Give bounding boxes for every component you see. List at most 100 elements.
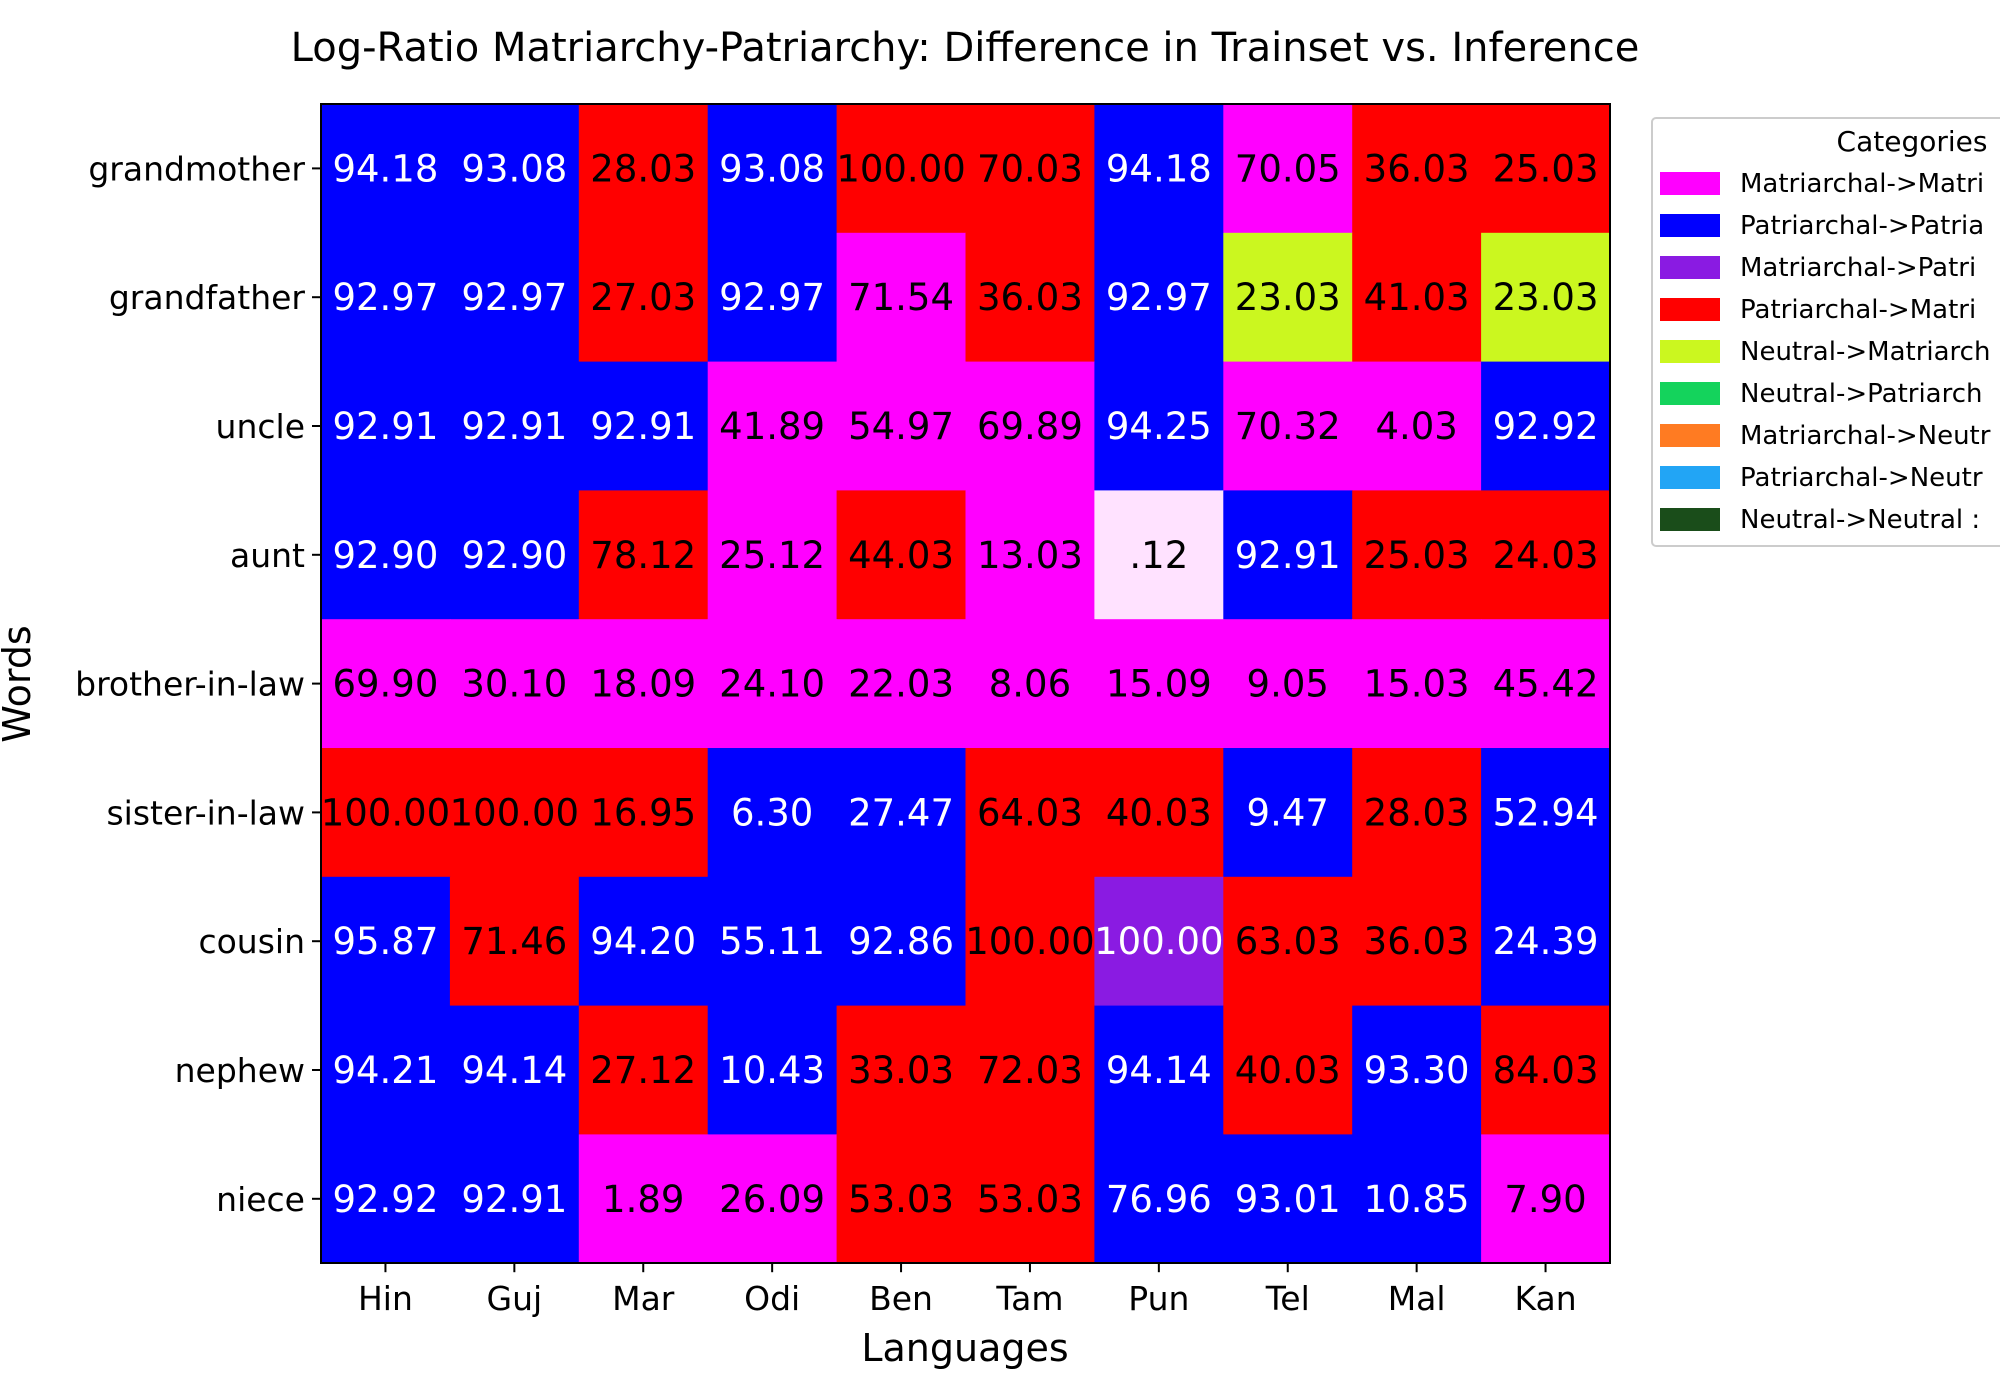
heatmap-cell bbox=[707, 232, 838, 363]
heatmap-cell bbox=[965, 619, 1095, 749]
cell-value-label: 92.91 bbox=[590, 405, 696, 448]
cell-value-label: 76.96 bbox=[1106, 1178, 1212, 1221]
heatmap-cell bbox=[578, 1134, 709, 1264]
cell-value-label: 24.39 bbox=[1493, 920, 1599, 963]
legend-entry-label: Patriarchal->Patria bbox=[1740, 211, 1984, 241]
y-axis: grandmother grandfather uncle aunt brother-i… bbox=[75, 149, 321, 1219]
legend-entry-label: Matriarchal->Patri bbox=[1740, 253, 1976, 283]
heatmap-cell bbox=[578, 490, 709, 620]
cell-value-label: 23.03 bbox=[1493, 276, 1599, 319]
cell-value-label: 15.03 bbox=[1364, 663, 1470, 706]
y-axis-label: Words bbox=[0, 625, 39, 742]
heatmap-cell bbox=[321, 490, 451, 620]
cell-value-label: 92.91 bbox=[461, 405, 567, 448]
cell-value-label: 41.89 bbox=[719, 405, 825, 448]
cell-value-label: 44.03 bbox=[848, 534, 954, 577]
heatmap-cell bbox=[1094, 232, 1224, 363]
cell-value-label: 92.97 bbox=[332, 276, 438, 319]
heatmap-cell bbox=[1352, 876, 1482, 1007]
cell-value-label: 10.85 bbox=[1364, 1178, 1470, 1221]
heatmap-cell bbox=[578, 1005, 709, 1135]
heatmap-cell bbox=[578, 232, 709, 363]
cell-value-label: 4.03 bbox=[1375, 405, 1457, 448]
cell-value-label: 100.00 bbox=[321, 791, 450, 834]
heatmap-cell bbox=[836, 361, 967, 491]
heatmap-cell bbox=[578, 104, 709, 234]
heatmap-cell bbox=[836, 232, 967, 363]
cell-value-label: 54.97 bbox=[848, 405, 954, 448]
heatmap-cell bbox=[578, 619, 709, 749]
cell-value-label: 71.54 bbox=[848, 276, 954, 319]
heatmap-cell bbox=[707, 1005, 838, 1135]
heatmap-cell bbox=[1352, 619, 1482, 749]
heatmap-cell bbox=[578, 748, 709, 878]
cell-value-label: 53.03 bbox=[848, 1178, 954, 1221]
legend-entry-label: Neutral->Matriarch bbox=[1740, 337, 1990, 367]
heatmap-cells: 94.18 93.08 28.03 93.08 100.00 70.03 94.18 70.0… bbox=[321, 104, 1611, 1264]
heatmap-cell bbox=[1223, 619, 1353, 749]
y-tick-label: uncle bbox=[216, 407, 305, 446]
heatmap-cell bbox=[321, 1005, 451, 1135]
heatmap-cell bbox=[836, 619, 967, 749]
cell-value-label: 16.95 bbox=[590, 791, 696, 834]
heatmap-cell bbox=[449, 876, 580, 1007]
legend-swatch bbox=[1660, 298, 1720, 321]
cell-value-label: 8.06 bbox=[989, 663, 1071, 706]
cell-value-label: 24.03 bbox=[1493, 534, 1599, 577]
heatmap-cell bbox=[836, 876, 967, 1007]
x-tick-label: Pun bbox=[1128, 1279, 1189, 1318]
heatmap-cell bbox=[449, 1005, 580, 1135]
heatmap-cell bbox=[1481, 748, 1611, 878]
cell-value-label: 92.91 bbox=[332, 405, 438, 448]
heatmap-cell bbox=[321, 619, 451, 749]
legend-swatch bbox=[1660, 172, 1720, 195]
heatmap-cell bbox=[1094, 748, 1224, 878]
y-tick-label: grandmother bbox=[88, 149, 305, 188]
cell-value-label: 78.12 bbox=[590, 534, 696, 577]
cell-value-label: 92.97 bbox=[461, 276, 567, 319]
cell-value-label: 94.21 bbox=[332, 1049, 438, 1092]
legend-entry-label: Patriarchal->Neutr bbox=[1740, 463, 1983, 493]
legend-entry-label: Patriarchal->Matri bbox=[1740, 295, 1976, 325]
cell-value-label: 22.03 bbox=[848, 663, 954, 706]
heatmap-cell bbox=[965, 232, 1095, 363]
heatmap-cell bbox=[707, 104, 838, 234]
cell-value-label: 30.10 bbox=[461, 663, 567, 706]
heatmap-cell bbox=[1223, 104, 1353, 234]
heatmap-cell bbox=[1481, 1134, 1611, 1264]
cell-value-label: 94.20 bbox=[590, 920, 696, 963]
heatmap-cell bbox=[1094, 1134, 1224, 1264]
cell-value-label: 55.11 bbox=[719, 920, 825, 963]
heatmap-cell bbox=[1352, 104, 1482, 234]
heatmap-cell bbox=[1352, 361, 1482, 491]
heatmap-cell bbox=[1352, 490, 1482, 620]
cell-value-label: 6.30 bbox=[731, 791, 813, 834]
heatmap-cell bbox=[1352, 1005, 1482, 1135]
cell-value-label: 15.09 bbox=[1106, 663, 1212, 706]
cell-value-label: 93.08 bbox=[461, 147, 567, 190]
chart-title: Log-Ratio Matriarchy-Patriarchy: Differe… bbox=[291, 25, 1640, 71]
heatmap-cell bbox=[965, 104, 1095, 234]
cell-value-label: 13.03 bbox=[977, 534, 1083, 577]
cell-value-label: 94.18 bbox=[1106, 147, 1212, 190]
cell-value-label: 92.92 bbox=[1493, 405, 1599, 448]
cell-value-label: 70.05 bbox=[1235, 147, 1341, 190]
legend-swatch bbox=[1660, 340, 1720, 363]
heatmap-cell bbox=[965, 876, 1095, 1007]
heatmap-cell bbox=[449, 490, 580, 620]
heatmap-cell bbox=[707, 1134, 838, 1264]
heatmap-cell bbox=[449, 104, 580, 234]
x-tick-label: Kan bbox=[1514, 1279, 1576, 1318]
cell-value-label: 72.03 bbox=[977, 1049, 1083, 1092]
heatmap-cell bbox=[965, 748, 1095, 878]
cell-value-label: 28.03 bbox=[1364, 791, 1470, 834]
heatmap-cell bbox=[449, 361, 580, 491]
heatmap-cell bbox=[965, 1134, 1095, 1264]
cell-value-label: 94.25 bbox=[1106, 405, 1212, 448]
cell-value-label: 92.90 bbox=[461, 534, 567, 577]
y-tick-label: grandfather bbox=[109, 278, 306, 317]
x-tick-label: Odi bbox=[744, 1279, 800, 1318]
legend-title: Categories bbox=[1837, 125, 1988, 158]
cell-value-label: 27.47 bbox=[848, 791, 954, 834]
legend-entry-label: Neutral->Neutral : bbox=[1740, 505, 1980, 535]
